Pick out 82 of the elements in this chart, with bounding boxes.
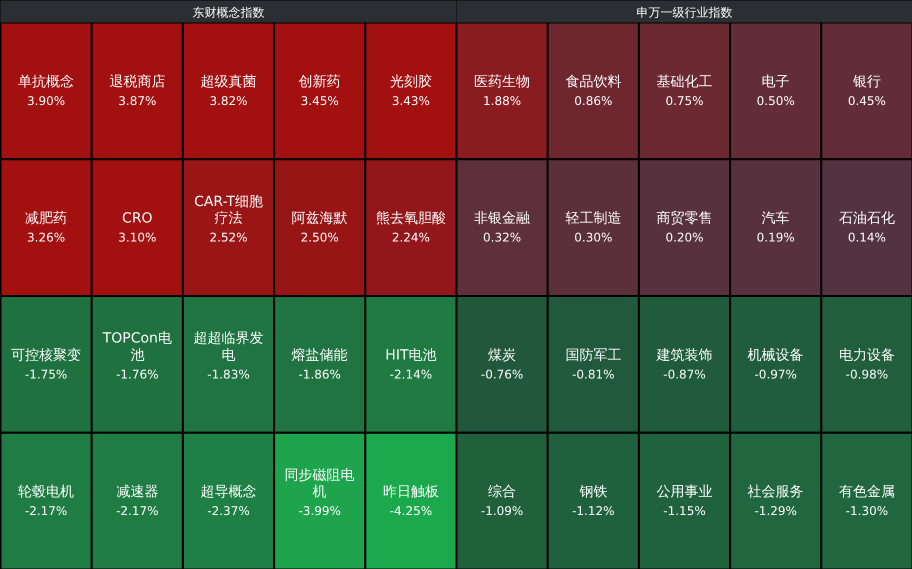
data-label: 0.32% [483,230,522,245]
data-label: 0.75% [665,94,704,108]
data-label: -0.98% [846,367,888,382]
data-label: 0.45% [848,94,886,108]
text: 东财概念指数 [192,6,264,20]
data-label: -1.83% [207,367,250,382]
category-label: 光刻胶 [390,74,432,90]
data-label: -1.09% [480,504,524,518]
category-label: 电力设备 [838,347,895,364]
data-label: 0.30% [574,230,612,245]
data-label: -0.76% [480,367,524,382]
data-label: -1.76% [116,367,159,382]
category-label: 同步磁阻电机 [284,467,355,500]
category-label: 商贸零售 [656,210,712,227]
data-label: -1.15% [663,504,706,518]
category-label: 减速器 [116,484,158,500]
category-label: 超导概念 [200,484,256,500]
category-label: 有色金属 [838,484,895,500]
data-label: -2.14% [390,367,432,382]
category-label: TOPCon电池 [102,330,172,364]
category-label: 食品饮料 [565,74,622,90]
data-label: 3.26% [27,230,66,245]
category-label: 建筑装饰 [656,347,712,364]
data-label: 3.90% [27,94,66,108]
data-label: -1.75% [24,367,68,382]
category-label: 轻工制造 [565,210,622,227]
category-label: 煤炭 [488,347,516,364]
category-label: 社会服务 [748,484,804,500]
category-label: 超级真菌 [200,74,256,90]
category-label: 基础化工 [656,74,712,90]
category-label: CRO [122,210,153,227]
category-label: 减肥药 [25,210,68,227]
data-label: 0.14% [848,230,886,245]
data-label: 3.10% [118,230,156,245]
data-label: 0.19% [756,230,795,245]
category-label: 汽车 [762,210,790,227]
data-label: -0.87% [663,367,706,382]
category-label: 退税商店 [109,74,166,90]
category-label: CAR-T细胞疗法 [194,194,263,227]
data-label: -1.12% [572,504,615,518]
data-label: 0.20% [665,230,704,245]
category-label: 熊去氧胆酸 [376,210,446,227]
category-label: 非银金融 [474,210,530,227]
text: 申万一级行业指数 [636,6,732,20]
category-label: 可控核聚变 [11,347,82,364]
data-label: -2.17% [24,504,68,518]
data-label: -3.99% [298,504,341,518]
data-label: -1.29% [754,504,797,518]
category-label: 公用事业 [656,484,712,500]
category-label: 医药生物 [474,74,530,90]
data-label: -1.30% [846,504,888,518]
data-label: 3.87% [118,94,156,108]
data-label: -0.97% [754,367,797,382]
category-label: 银行 [852,74,881,90]
data-label: 2.24% [392,230,430,245]
data-label: 3.45% [300,94,339,108]
data-label: -0.81% [572,367,615,382]
data-label: -1.86% [298,367,341,382]
data-label: -2.37% [207,504,250,518]
category-label: 熔盐储能 [292,347,348,364]
data-label: -2.17% [116,504,159,518]
category-label: 轮毂电机 [18,484,74,500]
category-label: 阿兹海默 [292,210,348,227]
data-label: 0.50% [756,94,795,108]
category-label: 综合 [488,484,516,500]
category-label: 创新药 [298,74,341,90]
data-label: -4.25% [390,504,432,518]
data-label: 0.86% [574,94,612,108]
category-label: 单抗概念 [18,74,74,90]
data-label: 1.88% [483,94,522,108]
data-label: 3.43% [392,94,430,108]
category-label: HIT电池 [385,347,437,364]
category-label: 电子 [762,74,790,90]
category-label: 钢铁 [578,484,608,500]
data-label: 2.52% [209,230,248,245]
data-label: 2.50% [300,230,339,245]
category-label: 机械设备 [748,347,804,364]
category-label: 国防军工 [565,347,622,364]
category-label: 昨日触板 [382,484,439,500]
category-label: 石油石化 [838,210,895,227]
data-label: 3.82% [209,94,248,108]
category-label: 超超临界发电 [194,330,264,364]
